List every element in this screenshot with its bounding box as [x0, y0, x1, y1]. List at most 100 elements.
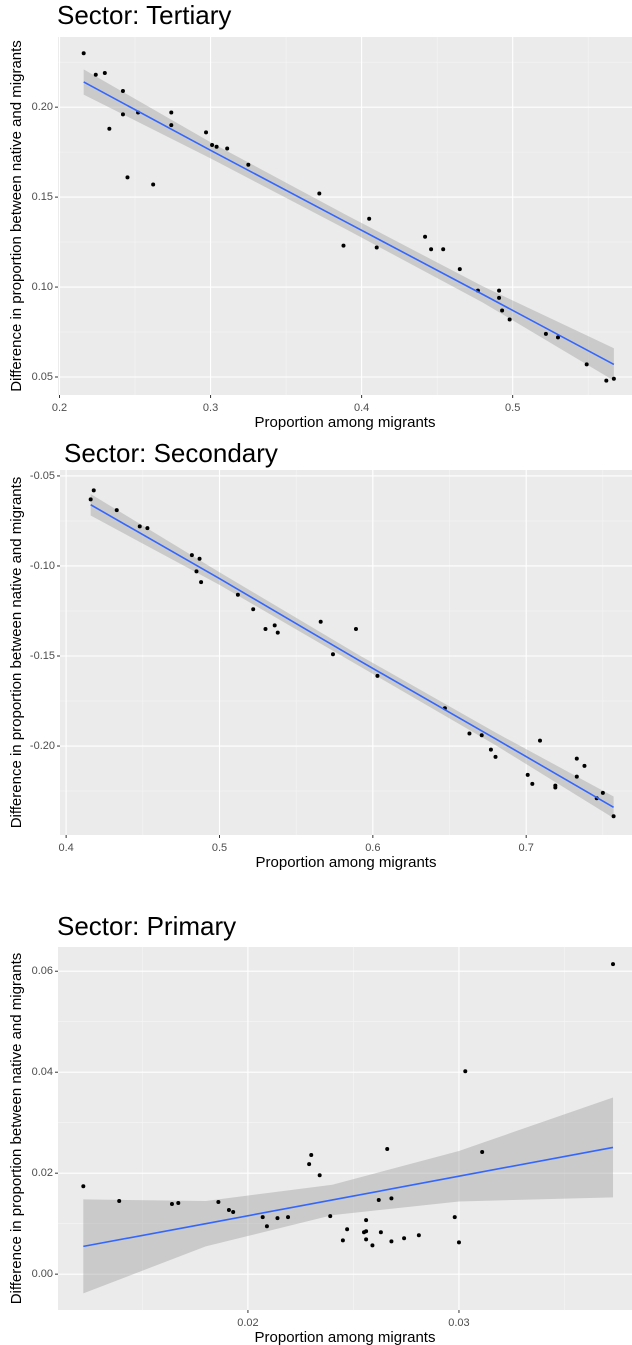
point — [611, 376, 616, 381]
x-tick-label: 0.3 — [203, 402, 218, 414]
point — [263, 627, 268, 632]
point — [330, 652, 335, 657]
point — [611, 962, 616, 967]
x-tick-label: 0.5 — [505, 402, 520, 414]
x-tick-label: 0.2 — [52, 402, 67, 414]
point — [120, 112, 125, 117]
point — [574, 774, 579, 779]
point — [497, 288, 502, 293]
point — [389, 1239, 394, 1244]
point — [91, 488, 96, 493]
point — [317, 1173, 322, 1178]
y-tick-label: -0.05 — [30, 470, 55, 482]
point — [479, 733, 484, 738]
point — [169, 1201, 174, 1206]
point — [176, 1200, 181, 1205]
point — [537, 738, 542, 743]
point — [525, 772, 530, 777]
point — [604, 378, 609, 383]
point — [364, 1218, 369, 1223]
point — [151, 182, 156, 187]
chart-title: Sector: Primary — [57, 911, 236, 941]
point — [309, 1153, 314, 1158]
point — [216, 1199, 221, 1204]
point — [81, 1184, 86, 1189]
point — [493, 754, 498, 759]
point — [543, 331, 548, 336]
point — [364, 1229, 369, 1234]
point — [367, 216, 372, 221]
y-tick-label: 0.10 — [32, 281, 53, 293]
point — [582, 763, 587, 768]
y-tick-label: 0.02 — [32, 1167, 53, 1179]
point — [423, 234, 428, 239]
x-tick-label: 0.7 — [519, 842, 534, 854]
y-tick-label: 0.20 — [32, 101, 53, 113]
point — [574, 756, 579, 761]
point — [600, 790, 605, 795]
point — [210, 142, 215, 147]
point — [497, 295, 502, 300]
point — [194, 569, 199, 574]
point — [145, 526, 150, 531]
x-tick-label: 0.02 — [237, 1317, 258, 1329]
point — [231, 1210, 236, 1215]
point — [260, 1215, 265, 1220]
point — [378, 1230, 383, 1235]
point — [286, 1215, 291, 1220]
point — [117, 1198, 122, 1203]
point — [102, 70, 107, 75]
point — [456, 1240, 461, 1245]
point — [389, 1196, 394, 1201]
fit-line — [83, 81, 615, 366]
point — [317, 191, 322, 196]
confidence-band — [83, 1097, 614, 1294]
point — [402, 1236, 407, 1241]
point — [467, 731, 472, 736]
point — [584, 362, 589, 367]
point — [328, 1214, 333, 1219]
point — [169, 123, 174, 128]
point — [507, 317, 512, 322]
y-tick-label: -0.20 — [30, 740, 55, 752]
point — [275, 630, 280, 635]
point — [169, 110, 174, 115]
y-axis-label: Difference in proportion between native … — [8, 477, 25, 829]
point — [114, 508, 119, 513]
point — [246, 162, 251, 167]
point — [204, 130, 209, 135]
x-axis-label: Proportion among migrants — [255, 414, 436, 431]
point — [251, 607, 256, 612]
point — [429, 247, 434, 252]
point — [416, 1233, 421, 1238]
point — [225, 146, 230, 151]
y-tick-label: 0.00 — [32, 1268, 53, 1280]
point — [189, 553, 194, 558]
point — [376, 1197, 381, 1202]
point — [452, 1215, 457, 1220]
point — [272, 623, 277, 628]
point — [457, 267, 462, 272]
fit-line — [90, 504, 614, 808]
point — [555, 335, 560, 340]
point — [345, 1227, 350, 1232]
y-tick-label: -0.10 — [30, 560, 55, 572]
point — [137, 524, 142, 529]
y-tick-label: -0.15 — [30, 650, 55, 662]
point — [318, 619, 323, 624]
point — [370, 1243, 375, 1248]
point — [553, 785, 558, 790]
x-tick-label: 0.4 — [58, 842, 73, 854]
point — [125, 175, 130, 180]
point — [275, 1216, 280, 1221]
point — [441, 247, 446, 252]
point — [463, 1069, 468, 1074]
point — [81, 51, 86, 56]
point — [385, 1146, 390, 1151]
point — [500, 308, 505, 313]
point — [235, 592, 240, 597]
point — [264, 1224, 269, 1229]
chart-title: Sector: Tertiary — [57, 0, 231, 30]
